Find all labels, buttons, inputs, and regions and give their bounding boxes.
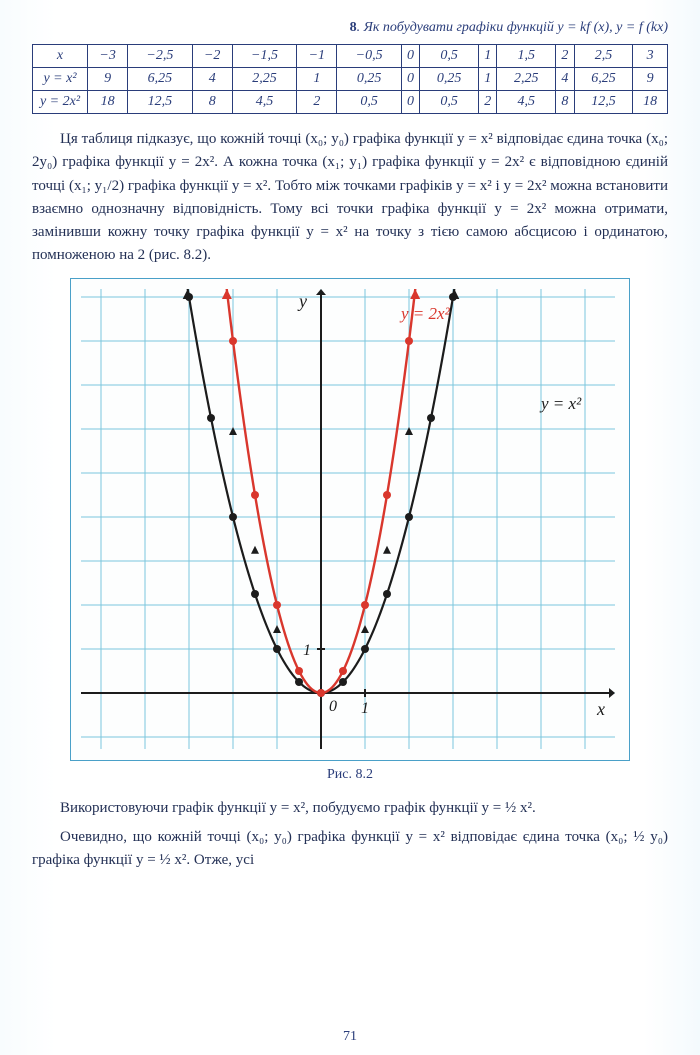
- cell: 0,25: [337, 68, 401, 91]
- cell: −0,5: [337, 45, 401, 68]
- page-number: 71: [0, 1029, 700, 1045]
- section-number: 8: [350, 20, 357, 35]
- section-header: 8. Як побудувати графіки функцій y = kf …: [32, 20, 668, 36]
- cell: 12,5: [128, 91, 192, 114]
- figure-caption: Рис. 8.2: [70, 767, 630, 783]
- row-header: y = 2x²: [33, 91, 88, 114]
- cell: 2: [297, 91, 337, 114]
- cell: 6,25: [128, 68, 192, 91]
- cell: 18: [633, 91, 668, 114]
- cell: −2: [192, 45, 232, 68]
- cell: 1: [297, 68, 337, 91]
- cell: −1,5: [232, 45, 296, 68]
- paragraph-1: Ця таблиця підказує, що кожній точці (x₀…: [32, 128, 668, 268]
- cell: 0: [401, 91, 419, 114]
- cell: 2: [479, 91, 497, 114]
- svg-text:y = 2x²: y = 2x²: [399, 304, 451, 323]
- table-row: x−3−2,5−2−1,5−1−0,500,511,522,53: [33, 45, 668, 68]
- cell: 2,5: [574, 45, 633, 68]
- cell: 18: [88, 91, 128, 114]
- table-row: y = 2x²1812,584,520,500,524,5812,518: [33, 91, 668, 114]
- cell: 0,5: [337, 91, 401, 114]
- svg-text:y = x²: y = x²: [539, 394, 582, 413]
- section-title: . Як побудувати графіки функцій y = kf (…: [357, 20, 668, 35]
- svg-text:y: y: [297, 291, 307, 311]
- cell: −2,5: [128, 45, 192, 68]
- cell: 0,5: [420, 45, 479, 68]
- page: 8. Як побудувати графіки функцій y = kf …: [0, 0, 700, 1055]
- cell: 4: [192, 68, 232, 91]
- svg-text:1: 1: [303, 642, 311, 659]
- paragraph-3: Очевидно, що кожній точці (x₀; y₀) графі…: [32, 826, 668, 873]
- parabola-chart: 0 1 1 x y y = x² y = 2x²: [81, 289, 615, 749]
- row-header: y = x²: [33, 68, 88, 91]
- cell: 4,5: [232, 91, 296, 114]
- cell: −3: [88, 45, 128, 68]
- svg-text:1: 1: [361, 700, 369, 717]
- cell: 6,25: [574, 68, 633, 91]
- chart-frame: 0 1 1 x y y = x² y = 2x²: [70, 278, 630, 761]
- svg-text:0: 0: [329, 698, 337, 715]
- figure-8-2: 0 1 1 x y y = x² y = 2x² Рис. 8.2: [70, 278, 630, 783]
- cell: 4: [556, 68, 574, 91]
- cell: 12,5: [574, 91, 633, 114]
- cell: 9: [88, 68, 128, 91]
- cell: 1: [479, 68, 497, 91]
- cell: 8: [192, 91, 232, 114]
- table-row: y = x²96,2542,2510,2500,2512,2546,259: [33, 68, 668, 91]
- svg-text:x: x: [596, 699, 605, 719]
- cell: 4,5: [497, 91, 556, 114]
- cell: 1: [479, 45, 497, 68]
- cell: 0,5: [420, 91, 479, 114]
- cell: 2,25: [497, 68, 556, 91]
- table-body: x−3−2,5−2−1,5−1−0,500,511,522,53y = x²96…: [33, 45, 668, 114]
- row-header: x: [33, 45, 88, 68]
- cell: 3: [633, 45, 668, 68]
- cell: 1,5: [497, 45, 556, 68]
- cell: 8: [556, 91, 574, 114]
- cell: 0: [401, 68, 419, 91]
- cell: 0,25: [420, 68, 479, 91]
- cell: 9: [633, 68, 668, 91]
- data-table: x−3−2,5−2−1,5−1−0,500,511,522,53y = x²96…: [32, 44, 668, 114]
- cell: 0: [401, 45, 419, 68]
- cell: 2: [556, 45, 574, 68]
- paragraph-2: Використовуючи графік функції y = x², по…: [32, 797, 668, 820]
- cell: 2,25: [232, 68, 296, 91]
- cell: −1: [297, 45, 337, 68]
